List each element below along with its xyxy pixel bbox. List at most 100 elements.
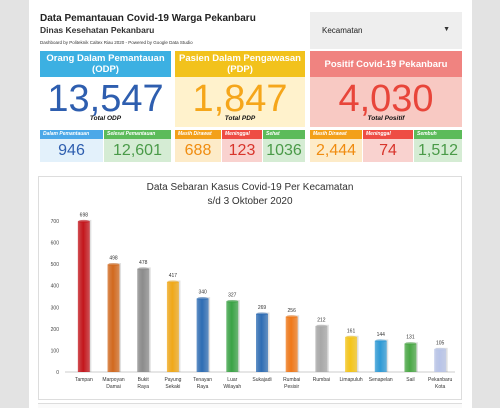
dashboard-subtitle: Dinas Kesehatan Pekanbaru <box>40 25 155 35</box>
pdp-card: Pasien Dalam Pengawasan (PDP) 1,847 Tota… <box>175 51 305 127</box>
category-label: Payung <box>164 377 181 383</box>
odp-card-body: 13,547 Total ODP <box>40 77 171 127</box>
bar-top <box>226 299 239 303</box>
pdp-meninggal: Meninggal 123 <box>222 130 262 162</box>
pdp-total-value: 1,847 <box>192 78 288 120</box>
bar <box>196 298 209 372</box>
positif-sembuh-label: Sembuh <box>414 130 462 139</box>
category-label: Tampan <box>75 377 93 383</box>
data-label: 212 <box>317 317 326 323</box>
category-label: Wilayah <box>223 384 241 390</box>
data-label: 256 <box>288 308 297 314</box>
y-tick-label: 700 <box>51 219 60 225</box>
category-label: Damai <box>106 384 120 390</box>
pdp-masih-dirawat: Masih Dirawat 688 <box>175 130 221 162</box>
chart-title: Data Sebaran Kasus Covid-19 Per Kecamata… <box>146 182 354 193</box>
bar <box>137 268 150 372</box>
bar <box>285 316 298 372</box>
positif-total-value: 4,030 <box>338 78 434 120</box>
y-tick-label: 500 <box>51 262 60 268</box>
category-label: Raya <box>137 384 149 390</box>
bar-top <box>404 342 417 346</box>
y-tick-label: 300 <box>51 305 60 311</box>
positif-sembuh: Sembuh 1,512 <box>414 130 462 162</box>
positif-masih-dirawat-value: 2,444 <box>310 139 362 162</box>
category-label: Luar <box>227 377 237 383</box>
positif-card-title: Positif Covid-19 Pekanbaru <box>310 51 462 77</box>
y-tick-label: 100 <box>51 348 60 354</box>
bar-top <box>285 315 298 319</box>
positif-meninggal-value: 74 <box>363 139 413 162</box>
pdp-total-label: Total PDP <box>224 115 256 122</box>
category-label: Marpoyan <box>102 377 124 383</box>
kecamatan-dropdown[interactable]: Kecamatan ▼ <box>310 12 462 49</box>
bar-top <box>345 335 358 339</box>
bar <box>374 340 387 372</box>
category-label: Raya <box>197 384 209 390</box>
dashboard-header: Data Pemantauan Covid-19 Warga Pekanbaru… <box>40 13 304 46</box>
positif-sembuh-value: 1,512 <box>414 139 462 162</box>
y-tick-label: 600 <box>51 241 60 247</box>
data-label: 327 <box>228 292 237 298</box>
category-label: Sekaki <box>165 384 180 390</box>
bar-top <box>77 219 90 223</box>
bar-top <box>137 267 150 271</box>
bar-top <box>315 324 328 328</box>
category-label: Sail <box>406 377 414 383</box>
bar <box>256 313 268 372</box>
category-label: Tenayan <box>193 377 212 383</box>
odp-selesai-pemantauan-label: Selesai Pemantauan <box>104 130 171 139</box>
pdp-meninggal-value: 123 <box>222 139 262 162</box>
positif-masih-dirawat-label: Masih Dirawat <box>310 130 362 139</box>
bar-top <box>196 297 209 301</box>
next-card-edge <box>38 403 462 408</box>
odp-total-value: 13,547 <box>47 78 164 120</box>
category-label: Rumbai <box>283 377 300 383</box>
y-tick-label: 400 <box>51 284 60 290</box>
positif-masih-dirawat: Masih Dirawat 2,444 <box>310 130 362 162</box>
bar <box>404 343 417 372</box>
category-label: Pesisir <box>284 384 299 390</box>
positif-card: Positif Covid-19 Pekanbaru 4,030 Total P… <box>310 51 462 127</box>
bar-top <box>107 263 120 267</box>
pdp-masih-dirawat-value: 688 <box>175 139 221 162</box>
pdp-card-title: Pasien Dalam Pengawasan (PDP) <box>175 51 305 77</box>
pdp-sehat-label: Sehat <box>263 130 305 139</box>
data-label: 105 <box>436 340 445 346</box>
positif-card-body: 4,030 Total Positif <box>310 77 462 127</box>
data-label: 161 <box>347 328 356 334</box>
bar <box>315 326 328 372</box>
pdp-sehat-value: 1036 <box>263 139 305 162</box>
data-label: 269 <box>258 305 267 311</box>
positif-total-label: Total Positif <box>367 115 405 122</box>
data-label: 340 <box>198 290 207 296</box>
odp-dalam-pemantauan-value: 946 <box>40 139 103 162</box>
positif-meninggal-label: Meninggal <box>363 130 413 139</box>
data-label: 498 <box>109 256 118 262</box>
odp-dalam-pemantauan: Dalam Pemantauan 946 <box>40 130 103 162</box>
odp-selesai-pemantauan: Selesai Pemantauan 12,601 <box>104 130 171 162</box>
bar-top <box>374 339 387 343</box>
bar-chart: 0 100 200 300 400 500 600 700 698 Tampan 498 Marpoy… <box>51 212 455 390</box>
odp-total-label: Total ODP <box>89 115 122 122</box>
bar-top <box>166 280 179 284</box>
dropdown-label: Kecamatan <box>322 26 363 35</box>
category-label: Sukajadi <box>252 377 271 383</box>
y-tick-label: 200 <box>51 327 60 333</box>
data-label: 478 <box>139 260 148 266</box>
odp-card-title: Orang Dalam Pemantauan (ODP) <box>40 51 171 77</box>
bar <box>166 282 179 372</box>
pdp-card-body: 1,847 Total PDP <box>175 77 305 127</box>
dashboard-title: Data Pemantauan Covid-19 Warga Pekanbaru <box>40 13 256 24</box>
chart-subtitle: s/d 3 Oktober 2020 <box>207 196 293 207</box>
category-label: Limapuluh <box>340 377 363 383</box>
bar <box>107 264 120 372</box>
kecamatan-chart-card: Data Sebaran Kasus Covid-19 Per Kecamata… <box>38 176 462 400</box>
data-label: 144 <box>377 332 386 338</box>
odp-selesai-pemantauan-value: 12,601 <box>104 139 171 162</box>
pdp-meninggal-label: Meninggal <box>222 130 262 139</box>
pdp-sehat: Sehat 1036 <box>263 130 305 162</box>
data-label: 698 <box>80 212 89 218</box>
bar-top <box>434 347 447 351</box>
category-label: Bukit <box>138 377 150 383</box>
